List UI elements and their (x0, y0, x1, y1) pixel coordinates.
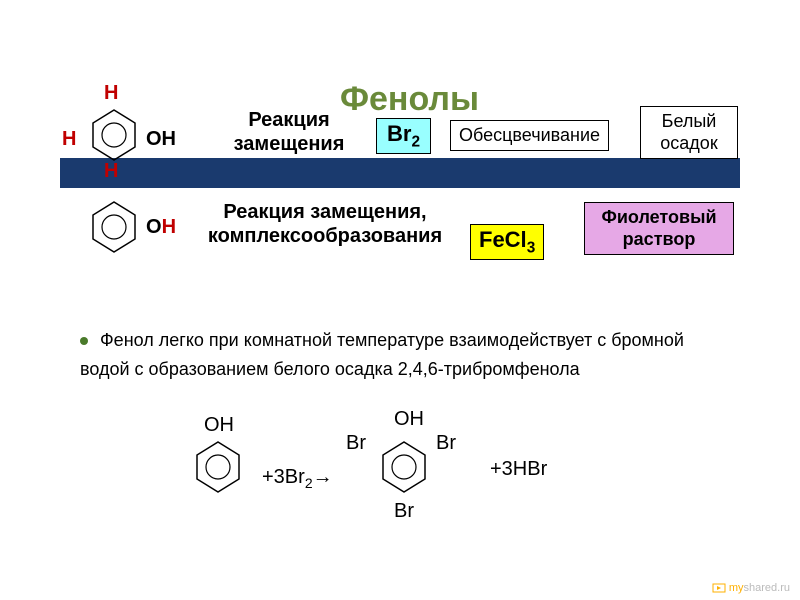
hexagon-ring-icon (90, 108, 138, 162)
slide: Фенолы H H H OH OH Реакция замещения Br2… (0, 0, 800, 600)
result-1-box: Белый осадок (640, 106, 738, 159)
product-br-bottom: Br (394, 500, 414, 523)
phenol-structure-2 (90, 200, 138, 254)
phenol-structure-1 (90, 108, 138, 162)
watermark-icon (712, 583, 726, 593)
result-1-line1: Белый (649, 111, 729, 133)
watermark-pre: my (729, 582, 744, 594)
product-br-left: Br (346, 432, 366, 455)
reaction-scheme: OH +3Br2→ OH Br Br Br +3HBr (180, 418, 680, 558)
oh-group-2: OH (146, 216, 176, 239)
plus-product: +3HBr (490, 458, 547, 481)
observation-box: Обесцвечивание (450, 120, 609, 151)
watermark: myshared.ru (712, 582, 790, 594)
product-oh: OH (394, 408, 424, 431)
result-2-line2: раствор (593, 229, 725, 251)
accent-strip (60, 158, 740, 188)
reagent-fecl3-box: FeCl3 (470, 224, 544, 260)
h-atom-bottom: H (104, 160, 118, 183)
reagent-br2-box: Br2 (376, 118, 431, 154)
reactant-ring (194, 440, 242, 494)
oh-group-1: OH (146, 128, 176, 151)
hexagon-ring-icon (194, 440, 242, 494)
hexagon-ring-icon (90, 200, 138, 254)
result-2-line1: Фиолетовый (593, 207, 725, 229)
hexagon-ring-icon (380, 440, 428, 494)
bullet-text: Фенол легко при комнатной температуре вз… (80, 330, 684, 379)
bullet-dot-icon (80, 337, 88, 345)
watermark-suf: shared.ru (744, 582, 790, 594)
plus-reagent: +3Br2→ (262, 466, 333, 491)
product-ring (380, 440, 428, 494)
product-br-right: Br (436, 432, 456, 455)
reaction-type-1: Реакция замещения (214, 108, 364, 156)
result-2-box: Фиолетовый раствор (584, 202, 734, 255)
result-1-line2: осадок (649, 133, 729, 155)
h-atom-left: H (62, 128, 76, 151)
bullet-paragraph: Фенол легко при комнатной температуре вз… (80, 326, 700, 384)
reactant-oh: OH (204, 414, 234, 437)
h-atom-top: H (104, 82, 118, 105)
reaction-type-2: Реакция замещения, комплексообразования (190, 200, 460, 248)
